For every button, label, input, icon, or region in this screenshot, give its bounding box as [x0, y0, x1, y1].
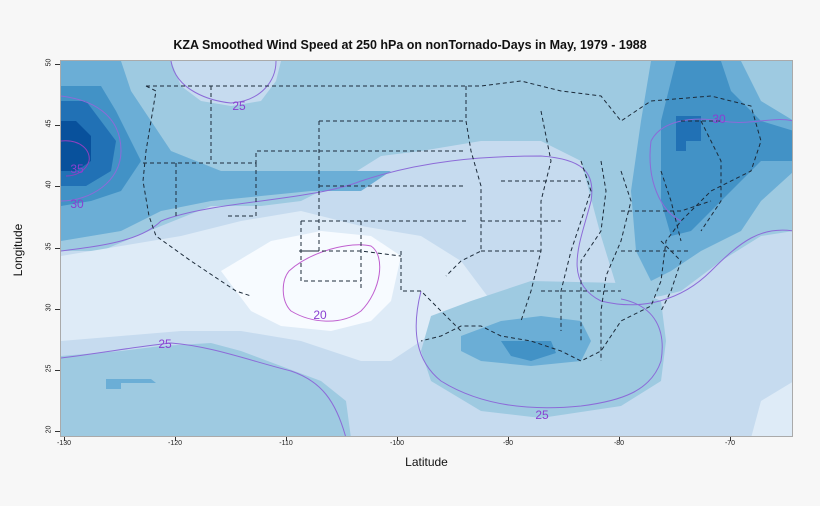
contour-label: 25 [535, 408, 549, 422]
contour-label: 35 [70, 162, 84, 176]
plot-area: 25 35 30 30 20 25 25 [60, 60, 793, 437]
x-tick-label: -70 [724, 440, 736, 447]
x-axis-label: Latitude [405, 455, 448, 469]
x-tick-label: -120 [167, 440, 182, 447]
x-tick-mark [508, 437, 509, 441]
y-tick-label: 25 [45, 364, 53, 373]
y-tick-mark [55, 248, 60, 249]
x-tick-label: -100 [389, 440, 404, 447]
y-tick-mark [55, 370, 60, 371]
y-tick-label: 20 [45, 425, 53, 434]
y-tick-label: 35 [45, 242, 53, 251]
y-tick-label: 30 [45, 303, 53, 312]
heatmap-layer [61, 61, 792, 436]
x-tick-mark [64, 437, 65, 441]
x-tick-label: -130 [56, 440, 71, 447]
y-tick-mark [55, 64, 60, 65]
x-tick-label: -110 [279, 440, 293, 447]
x-tick-mark [619, 437, 620, 441]
y-tick-label: 45 [45, 119, 53, 128]
y-tick-mark [55, 125, 60, 126]
contour-label: 25 [232, 99, 246, 113]
contour-label: 25 [158, 337, 172, 351]
contour-label: 30 [70, 197, 84, 211]
y-tick-mark [55, 431, 60, 432]
x-tick-mark [397, 437, 398, 441]
y-axis-label: Longitude [11, 223, 25, 277]
x-tick-mark [730, 437, 731, 441]
x-tick-mark [175, 437, 176, 441]
chart-title: KZA Smoothed Wind Speed at 250 hPa on no… [173, 38, 647, 52]
x-tick-label: -80 [613, 440, 625, 447]
y-tick-mark [55, 309, 60, 310]
contour-label: 30 [712, 112, 726, 126]
x-tick-label: -90 [502, 440, 514, 447]
y-tick-label: 40 [45, 180, 53, 189]
y-tick-label: 50 [45, 58, 53, 67]
x-tick-mark [286, 437, 287, 441]
y-tick-mark [55, 186, 60, 187]
contour-label: 20 [313, 308, 327, 322]
